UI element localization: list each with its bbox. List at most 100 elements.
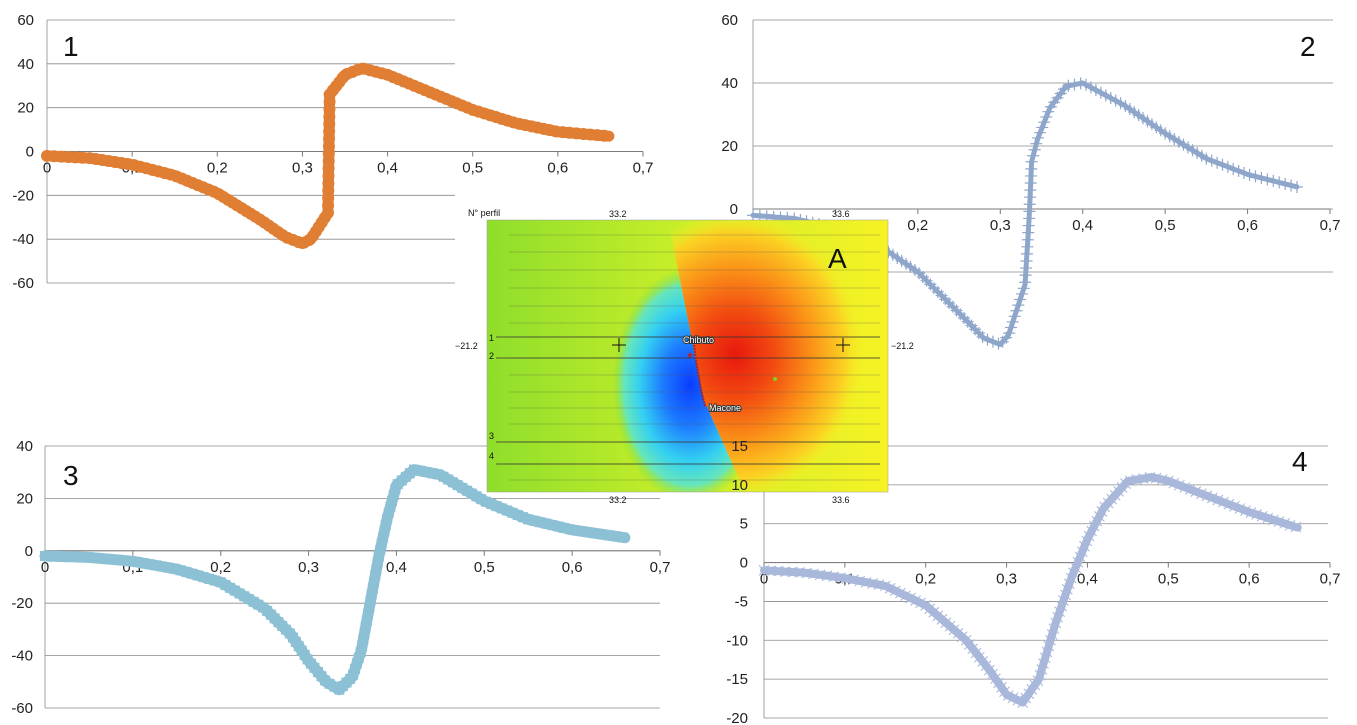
- data-point: [1083, 530, 1095, 542]
- data-point: [821, 570, 833, 582]
- data-point: [1017, 282, 1030, 295]
- y-tick-label: 40: [17, 56, 34, 73]
- data-point: [1070, 562, 1082, 573]
- y-tick-label: 0: [740, 555, 748, 572]
- y-tick-label: 40: [721, 75, 738, 92]
- data-point: [1184, 484, 1196, 495]
- data-point: [960, 634, 972, 646]
- data-point: [1032, 675, 1044, 686]
- data-point: [1104, 91, 1117, 104]
- data-point: [371, 563, 382, 574]
- data-point: [204, 573, 215, 584]
- data-point: [1058, 595, 1069, 606]
- profile-number-4: 4: [489, 451, 494, 461]
- x-tick-label: 0,5: [1155, 217, 1176, 234]
- data-point: [591, 528, 602, 539]
- grid-cross-east: [836, 338, 850, 352]
- data-point: [1060, 589, 1071, 601]
- data-point: [1218, 496, 1229, 508]
- data-point: [1088, 520, 1100, 532]
- data-point: [1072, 556, 1084, 568]
- lon-bottom-2: 33.6: [832, 495, 850, 505]
- data-point: [40, 551, 50, 562]
- y-tick-label: 20: [17, 100, 34, 117]
- data-point: [1212, 494, 1224, 506]
- x-tick-label: 0,7: [1320, 571, 1341, 588]
- data-point: [433, 469, 444, 480]
- data-point: [1200, 152, 1213, 165]
- data-point: [387, 496, 398, 507]
- data-point: [481, 496, 492, 507]
- data-point: [157, 561, 168, 572]
- profile-header: N° perfil: [468, 208, 500, 218]
- data-point: [1249, 170, 1262, 183]
- data-point: [365, 596, 376, 607]
- data-point: [1273, 176, 1286, 189]
- data-point: [1038, 116, 1051, 129]
- data-point: [1094, 86, 1107, 99]
- data-point: [1063, 578, 1075, 590]
- data-point: [1099, 89, 1112, 102]
- x-tick-label: 0,2: [207, 160, 228, 177]
- data-point: [559, 522, 570, 533]
- x-tick-label: 0: [760, 571, 768, 588]
- data-point: [905, 592, 916, 604]
- series-4: [758, 472, 1302, 708]
- panel-label: 4: [1292, 446, 1308, 477]
- data-point: [198, 572, 209, 583]
- data-point: [361, 615, 372, 626]
- data-point: [967, 643, 979, 655]
- data-point: [1062, 79, 1075, 92]
- y-tick-label: -15: [726, 671, 748, 688]
- data-point: [1168, 477, 1180, 489]
- data-point: [808, 568, 819, 580]
- data-point: [390, 484, 401, 495]
- data-point: [547, 520, 558, 531]
- data-point: [1261, 173, 1274, 186]
- data-point: [348, 669, 359, 680]
- data-point: [1179, 481, 1191, 493]
- data-point: [1068, 567, 1079, 579]
- data-point: [1032, 131, 1045, 144]
- data-point: [1093, 510, 1105, 522]
- data-point: [571, 525, 582, 536]
- data-point: [1045, 634, 1056, 646]
- data-point: [1050, 617, 1062, 629]
- data-point: [1195, 488, 1207, 500]
- data-point: [604, 530, 615, 541]
- data-point: [372, 557, 383, 568]
- data-point: [507, 507, 518, 518]
- data-point: [1015, 287, 1028, 300]
- data-point: [890, 585, 901, 597]
- data-point: [973, 651, 985, 663]
- x-tick-label: 0,5: [462, 160, 483, 177]
- data-point: [1039, 652, 1051, 664]
- data-point: [611, 531, 622, 542]
- data-point: [1285, 179, 1298, 192]
- data-point: [1201, 490, 1213, 502]
- x-tick-label: 0,4: [1072, 217, 1093, 234]
- data-point: [90, 552, 101, 563]
- map-label: A: [828, 243, 847, 274]
- x-tick-label: 0,3: [996, 571, 1017, 588]
- data-point: [523, 514, 534, 525]
- y-tick-label: -60: [12, 275, 34, 292]
- lat-left: −21.2: [455, 341, 478, 351]
- data-point: [1091, 515, 1103, 527]
- x-tick-label: 0,4: [377, 160, 398, 177]
- data-point: [828, 571, 840, 582]
- profile-number-3: 3: [489, 431, 494, 441]
- data-point: [97, 553, 108, 564]
- panel-label: 3: [63, 460, 79, 491]
- lon-bottom-1: 33.2: [609, 495, 627, 505]
- data-point: [980, 660, 992, 672]
- data-point: [502, 505, 513, 516]
- city-label-chibuto: Chibuto: [683, 335, 714, 345]
- data-point: [517, 512, 528, 523]
- grid-cross-west: [612, 338, 626, 352]
- data-point: [884, 582, 896, 594]
- data-point: [1150, 472, 1162, 484]
- data-point: [598, 129, 611, 142]
- chart-4: 50-5-10-15-200 0,1 0,2 0,3 0,4 0,5 0,6 0,74: [726, 445, 1341, 725]
- data-point: [847, 574, 859, 586]
